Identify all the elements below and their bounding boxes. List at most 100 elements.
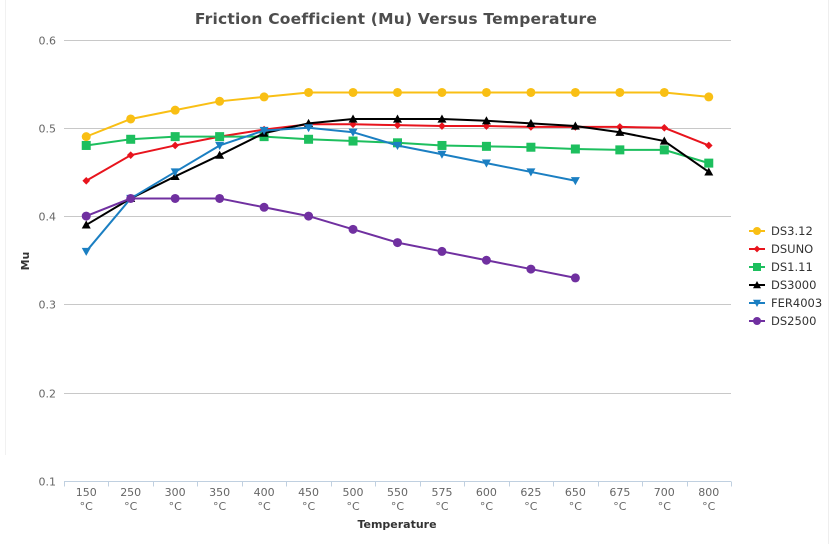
x-tick-unit: °C xyxy=(169,500,183,513)
data-point xyxy=(215,150,225,159)
x-tick-label: 575 °C xyxy=(431,486,452,513)
x-tick-value: 575 xyxy=(431,486,452,499)
y-tick-label: 0.1 xyxy=(39,476,57,489)
data-point xyxy=(704,158,714,168)
data-point xyxy=(170,132,180,142)
x-tick-unit: °C xyxy=(391,500,405,513)
x-tick-value: 600 xyxy=(476,486,497,499)
data-point xyxy=(570,273,580,283)
series-ds3-12 xyxy=(81,87,714,142)
x-tick-label: 625 °C xyxy=(520,486,541,513)
data-point xyxy=(481,255,491,265)
x-tick-value: 350 xyxy=(209,486,230,499)
x-tick-label: 800 °C xyxy=(698,486,719,513)
data-point xyxy=(704,92,714,102)
x-tick-unit: °C xyxy=(569,500,583,513)
data-point xyxy=(659,136,669,145)
data-point xyxy=(215,193,225,203)
data-point xyxy=(615,145,625,155)
legend-label: DS1.11 xyxy=(771,260,813,274)
x-tick-unit: °C xyxy=(213,500,227,513)
series-line xyxy=(85,197,576,279)
y-tick-label: 0.3 xyxy=(39,299,57,312)
x-tick-unit: °C xyxy=(258,500,272,513)
x-tick-value: 150 xyxy=(76,486,97,499)
data-point xyxy=(215,96,225,106)
x-tick-unit: °C xyxy=(480,500,494,513)
data-point xyxy=(437,246,447,256)
x-tick-unit: °C xyxy=(80,500,94,513)
series-line xyxy=(85,126,576,253)
data-point xyxy=(704,141,713,150)
x-tick-label: 350 °C xyxy=(209,486,230,513)
y-tick-label: 0.4 xyxy=(39,211,57,224)
y-tick-label: 0.6 xyxy=(39,35,57,48)
y-tick-labels: 0.1 0.2 0.3 0.4 0.5 0.6 xyxy=(39,35,57,489)
data-point xyxy=(348,224,358,234)
x-tick-value: 500 xyxy=(343,486,364,499)
data-point xyxy=(526,168,536,177)
data-point xyxy=(437,140,447,150)
y-tick-label: 0.2 xyxy=(39,388,57,401)
series-layer xyxy=(81,87,714,283)
data-point xyxy=(526,264,536,274)
data-point xyxy=(481,116,491,125)
x-tick-unit: °C xyxy=(613,500,627,513)
legend-item[interactable]: DS3.12 xyxy=(749,224,813,238)
data-point xyxy=(393,114,402,123)
x-tick-unit: °C xyxy=(702,500,716,513)
series-ds2500 xyxy=(81,193,580,283)
legend-item[interactable]: DS3000 xyxy=(749,278,816,292)
data-point xyxy=(615,87,625,97)
x-tick-value: 650 xyxy=(565,486,586,499)
data-point xyxy=(615,127,625,136)
data-point xyxy=(659,87,669,97)
data-point xyxy=(215,132,225,142)
x-tick-label: 400 °C xyxy=(254,486,275,513)
data-point xyxy=(81,132,91,142)
x-tick-unit: °C xyxy=(124,500,138,513)
x-tick-label: 250 °C xyxy=(120,486,141,513)
data-point xyxy=(259,92,269,102)
x-tick-label: 550 °C xyxy=(387,486,408,513)
x-tick-label: 300 °C xyxy=(165,486,186,513)
data-point xyxy=(526,118,536,127)
data-point xyxy=(437,114,447,123)
data-point xyxy=(393,87,402,97)
x-tick-unit: °C xyxy=(302,500,316,513)
data-point xyxy=(348,114,358,123)
data-point xyxy=(526,87,536,97)
data-point xyxy=(659,145,669,155)
data-point xyxy=(481,159,491,168)
legend-label: DS2500 xyxy=(771,314,816,328)
data-point xyxy=(215,141,225,150)
legend-item[interactable]: DS2500 xyxy=(749,314,816,328)
x-tick-value: 300 xyxy=(165,486,186,499)
y-axis-title: Mu xyxy=(19,252,32,271)
x-tick-unit: °C xyxy=(346,500,360,513)
x-tick-unit: °C xyxy=(435,500,449,513)
x-axis-title: Temperature xyxy=(357,518,436,531)
data-point xyxy=(481,141,491,151)
frame-border-right xyxy=(828,0,829,544)
data-point xyxy=(570,144,580,154)
legend-label: DS3.12 xyxy=(771,224,813,238)
x-tick-value: 800 xyxy=(698,486,719,499)
data-point xyxy=(438,122,446,130)
legend-item[interactable]: DS1.11 xyxy=(749,260,813,274)
data-point xyxy=(81,211,91,221)
data-point xyxy=(126,134,136,144)
data-point xyxy=(259,202,269,212)
data-point xyxy=(170,168,180,177)
legend-item[interactable]: FER4003 xyxy=(749,296,822,310)
data-point xyxy=(348,128,358,137)
data-point xyxy=(304,211,314,221)
x-tick-label: 600 °C xyxy=(476,486,497,513)
data-point xyxy=(126,114,136,124)
legend-item[interactable]: DSUNO xyxy=(749,242,813,256)
x-tick-label: 675 °C xyxy=(609,486,630,513)
x-tick-unit: °C xyxy=(658,500,672,513)
data-point xyxy=(704,167,714,176)
data-point xyxy=(616,123,624,131)
